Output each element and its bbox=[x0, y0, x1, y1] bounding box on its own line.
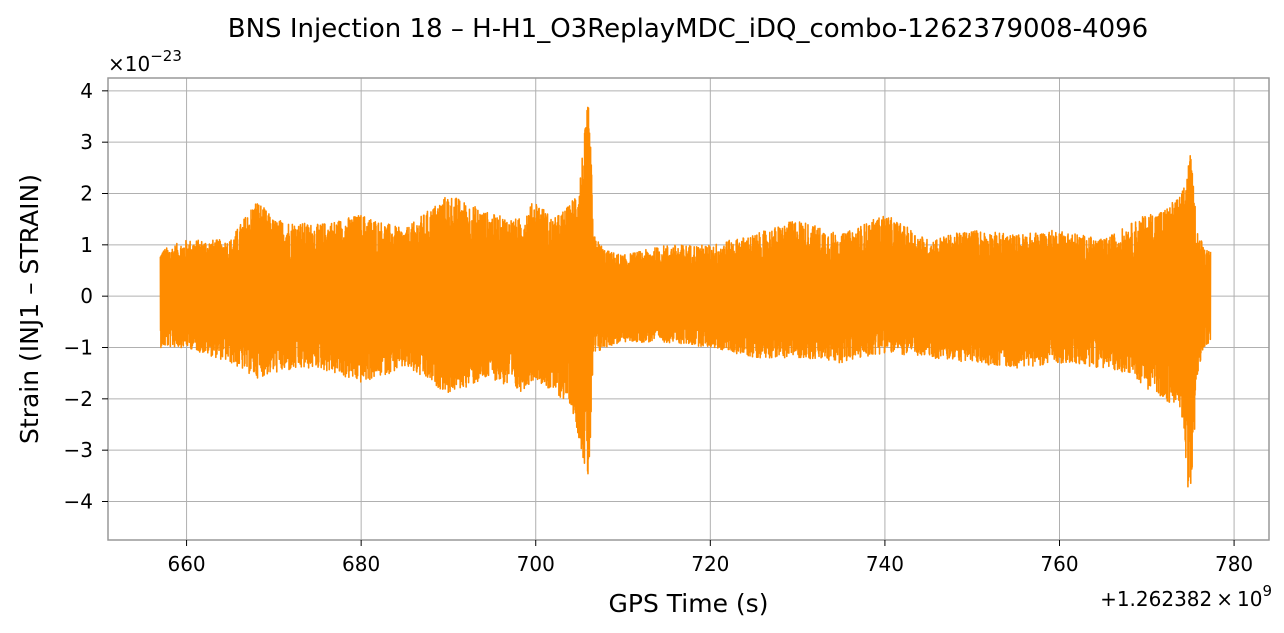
y-tick-label: −4 bbox=[64, 490, 93, 514]
y-tick-label: 0 bbox=[80, 284, 93, 308]
chart-title: BNS Injection 18 – H-H1_O3ReplayMDC_iDQ_… bbox=[228, 14, 1148, 44]
x-offset-exponent: 9 bbox=[1262, 582, 1272, 600]
y-tick-label: 1 bbox=[80, 233, 93, 257]
y-tick-label: −2 bbox=[64, 387, 93, 411]
strain-series-line bbox=[159, 106, 1212, 488]
x-axis-label: GPS Time (s) bbox=[609, 589, 769, 618]
x-tick-label: 780 bbox=[1215, 552, 1253, 576]
x-tick-label: 680 bbox=[342, 552, 380, 576]
y-scale-multiplier: ×10−23 bbox=[108, 47, 182, 76]
ticks: 660 680 700 720 740 760 780 −4 −3 −2 −1 0 1 2 3 4 bbox=[64, 79, 1254, 576]
x-tick-label: 700 bbox=[517, 552, 555, 576]
x-tick-label: 760 bbox=[1040, 552, 1078, 576]
y-tick-label: 3 bbox=[80, 130, 93, 154]
y-scale-exponent: −23 bbox=[150, 47, 182, 65]
y-tick-label: −3 bbox=[64, 438, 93, 462]
x-tick-label: 660 bbox=[167, 552, 205, 576]
x-offset-base: +1.262382 × 10 bbox=[1100, 587, 1262, 611]
y-axis-label: Strain (INJ1 – STRAIN) bbox=[15, 174, 44, 444]
plot-area bbox=[159, 106, 1212, 488]
x-tick-label: 740 bbox=[866, 552, 904, 576]
y-tick-label: −1 bbox=[64, 336, 93, 360]
x-offset-text: +1.262382 × 109 bbox=[1100, 582, 1272, 611]
y-tick-label: 4 bbox=[80, 79, 93, 103]
y-tick-label: 2 bbox=[80, 182, 93, 206]
plot-frame bbox=[107, 77, 1270, 541]
x-tick-label: 720 bbox=[691, 552, 729, 576]
y-scale-base: ×10 bbox=[108, 52, 150, 76]
